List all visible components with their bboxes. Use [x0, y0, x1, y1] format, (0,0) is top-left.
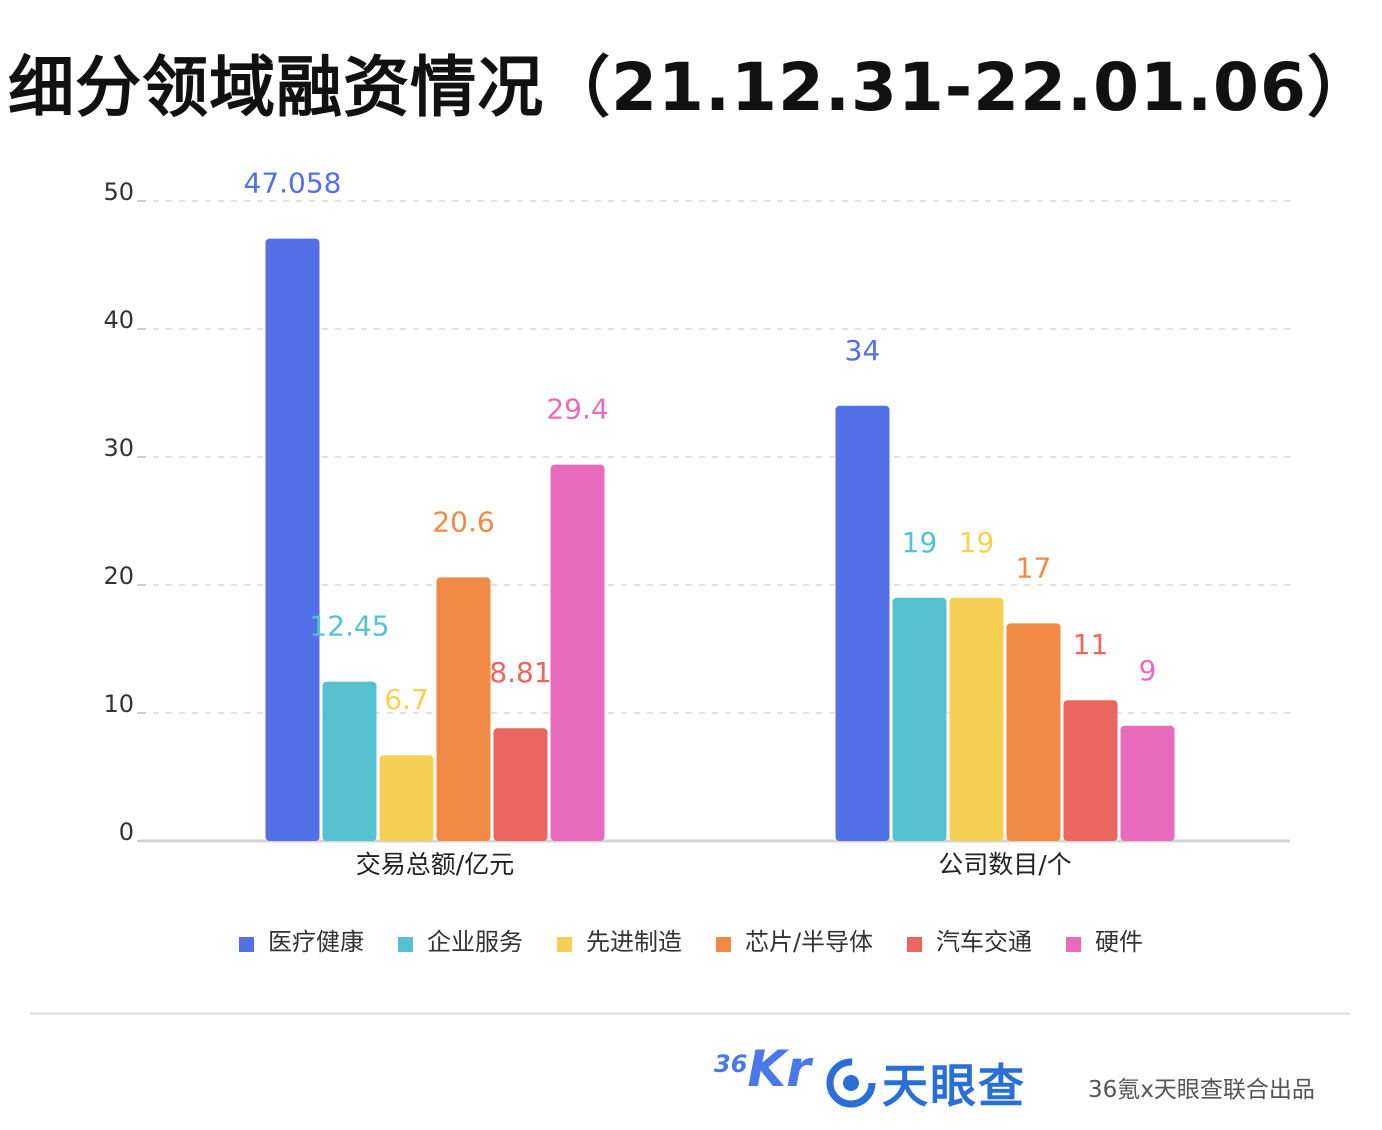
- legend-item: 汽车交通: [907, 922, 1032, 957]
- 36kr-logo-number: 36: [714, 1050, 748, 1078]
- legend-item: 芯片/半导体: [715, 922, 874, 957]
- data-label: 12.45: [309, 610, 389, 643]
- chart-title: 细分领域融资情况（21.12.31-22.01.06）: [8, 49, 1374, 126]
- x-category-label: 交易总额/亿元: [356, 850, 514, 879]
- legend-item: 先进制造: [556, 922, 682, 957]
- data-label: 6.7: [384, 683, 429, 716]
- legend-swatch: [715, 937, 731, 952]
- x-category-label: 公司数目/个: [938, 850, 1071, 879]
- tianyancha-eye-icon: [826, 1058, 876, 1108]
- legend-label: 企业服务: [426, 928, 523, 956]
- chart-legend: 医疗健康 企业服务 先进制造 芯片/半导体 汽车交通 硬件: [0, 922, 1382, 957]
- data-label: 19: [902, 526, 938, 559]
- legend-swatch: [907, 937, 923, 952]
- data-label: 47.058: [244, 167, 342, 200]
- legend-item: 硬件: [1066, 922, 1143, 957]
- 36kr-logo-kr: Kr: [747, 1040, 811, 1098]
- data-label: 8.81: [489, 656, 551, 689]
- bar: [436, 577, 491, 841]
- source-credit: 36氪x天眼查联合出品: [1088, 1077, 1315, 1103]
- data-label: 9: [1139, 654, 1157, 687]
- legend-label: 先进制造: [585, 928, 682, 956]
- bar: [322, 681, 377, 841]
- 36kr-logo: 36 Kr: [714, 1044, 811, 1094]
- legend-swatch: [238, 937, 254, 952]
- tianyancha-logo: 天眼查: [826, 1050, 1026, 1116]
- legend-swatch: [397, 937, 413, 952]
- data-label: 19: [959, 526, 995, 559]
- bar: [1006, 623, 1061, 841]
- legend-label: 汽车交通: [936, 928, 1033, 956]
- data-label: 34: [845, 334, 881, 367]
- y-tick-label: 20: [103, 562, 134, 590]
- bar: [265, 238, 320, 841]
- data-label: 17: [1016, 551, 1052, 584]
- data-label: 20.6: [432, 505, 494, 538]
- y-tick-label: 0: [119, 818, 134, 846]
- data-label: 29.4: [546, 393, 608, 426]
- y-tick-label: 50: [103, 178, 134, 206]
- legend-label: 医疗健康: [267, 928, 364, 956]
- bar: [1120, 725, 1175, 841]
- bar: [1063, 700, 1118, 841]
- legend-swatch: [1066, 937, 1082, 952]
- legend-label: 芯片/半导体: [744, 928, 874, 956]
- legend-swatch: [556, 937, 572, 952]
- y-tick-label: 30: [103, 434, 134, 462]
- y-tick-label: 10: [103, 690, 134, 718]
- legend-item: 企业服务: [397, 922, 523, 957]
- bar: [379, 755, 434, 841]
- y-tick-label: 40: [103, 306, 134, 334]
- bar: [550, 464, 605, 841]
- bar: [892, 597, 947, 841]
- footer-divider: [30, 1012, 1350, 1015]
- bar: [493, 728, 548, 841]
- legend-item: 医疗健康: [238, 922, 364, 957]
- legend-label: 硬件: [1095, 928, 1144, 956]
- bar-chart: 0 10 20 30 40 50 47.058 12.45 6.7 20.6 8.81 29.4 交易总…: [103, 167, 1290, 879]
- bar: [949, 597, 1004, 841]
- data-label: 11: [1073, 628, 1109, 661]
- tianyancha-logo-text: 天眼查: [882, 1059, 1026, 1113]
- bar: [835, 405, 890, 841]
